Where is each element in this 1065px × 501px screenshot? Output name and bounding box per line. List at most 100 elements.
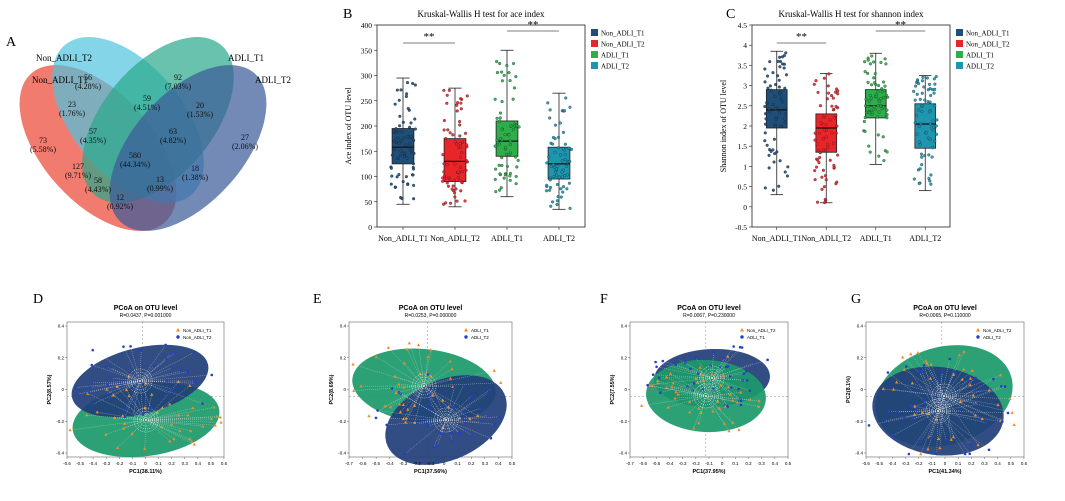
spoke-line — [396, 385, 425, 393]
data-point — [405, 156, 409, 160]
data-point — [974, 403, 977, 406]
data-point — [412, 403, 417, 407]
centroid-ring — [414, 376, 434, 396]
data-point — [456, 176, 460, 180]
spoke-line — [705, 395, 725, 424]
data-point — [914, 407, 917, 411]
data-point — [150, 392, 154, 396]
data-point — [910, 381, 914, 385]
venn-region-percent: (4.51%) — [134, 103, 160, 112]
data-point — [948, 357, 952, 361]
data-point — [555, 199, 559, 203]
data-point — [929, 93, 933, 98]
spoke-line — [943, 370, 973, 397]
data-point — [646, 383, 649, 387]
x-tick-label: -0.7 — [626, 461, 634, 466]
data-point — [502, 176, 506, 180]
y-tick-label: 250 — [361, 97, 373, 106]
data-point — [462, 384, 465, 388]
data-point — [170, 422, 174, 426]
data-point — [151, 371, 155, 374]
legend-marker — [976, 335, 980, 339]
data-point — [512, 86, 516, 90]
data-point — [661, 359, 665, 363]
data-point — [418, 371, 422, 375]
data-point — [676, 357, 679, 361]
data-point — [470, 394, 473, 398]
data-point — [91, 348, 95, 352]
data-point — [767, 153, 771, 157]
spoke-line — [937, 410, 947, 440]
spoke-line — [711, 377, 742, 401]
y-tick-label: -0.2 — [619, 419, 627, 424]
data-point — [820, 175, 824, 179]
data-point — [832, 116, 836, 120]
data-point — [412, 151, 416, 155]
data-point — [392, 129, 396, 133]
data-point — [657, 376, 661, 380]
x-tick-label: 0.4 — [495, 461, 502, 466]
x-tick-label: -0.5 — [652, 461, 660, 466]
spoke-line — [670, 373, 707, 397]
data-point — [765, 143, 769, 147]
data-point — [922, 85, 926, 89]
y-tick-label: 2 — [743, 122, 747, 131]
data-point — [165, 380, 169, 383]
y-tick-label: 50 — [365, 198, 373, 207]
data-point — [931, 119, 935, 123]
data-point — [813, 138, 817, 142]
spoke-line — [943, 395, 1013, 413]
data-point — [121, 414, 125, 418]
centroid-ring — [931, 404, 945, 418]
data-point — [773, 152, 777, 156]
data-point — [831, 141, 835, 145]
y-tick-label: 0.4 — [340, 324, 347, 329]
data-point — [446, 184, 450, 188]
data-point — [503, 133, 507, 137]
data-point — [779, 96, 783, 100]
spoke-line — [702, 375, 707, 397]
x-tick-label: Non_ADLI_T2 — [430, 234, 480, 243]
spoke-line — [937, 410, 961, 412]
data-point — [463, 199, 467, 203]
data-point — [826, 84, 830, 88]
data-point — [820, 187, 824, 191]
panel-letter-g: G — [851, 292, 861, 307]
spoke-line — [116, 386, 147, 421]
x-tick-label: -0.4 — [386, 461, 394, 466]
data-point — [192, 351, 196, 354]
data-point — [730, 386, 733, 389]
spoke-line — [89, 380, 141, 393]
spoke-line — [902, 357, 945, 397]
spoke-line — [695, 378, 707, 397]
x-axis-label: PC1(41.34%) — [928, 469, 961, 475]
data-point — [444, 201, 448, 205]
data-point — [933, 139, 937, 143]
data-point — [555, 173, 559, 177]
significance-label: ** — [796, 31, 807, 43]
data-point — [912, 89, 916, 93]
data-point — [724, 365, 728, 369]
chart-subtitle: R=0.0065, P=0.110000 — [919, 313, 971, 319]
data-point — [505, 164, 509, 168]
spoke-line — [445, 419, 491, 439]
data-point — [700, 373, 704, 377]
data-point — [929, 182, 933, 186]
data-point — [461, 416, 464, 420]
data-point — [984, 421, 988, 425]
data-point — [717, 406, 722, 410]
data-point — [399, 88, 403, 92]
data-point — [405, 92, 409, 96]
data-point — [131, 414, 135, 417]
data-point — [465, 143, 469, 147]
venn-set-adli-t2 — [109, 65, 267, 231]
data-point — [824, 135, 828, 139]
data-point — [782, 62, 786, 66]
significance-label: ** — [895, 19, 906, 31]
spoke-line — [711, 346, 734, 379]
y-tick-label: 0 — [860, 387, 863, 392]
data-point — [952, 370, 956, 374]
data-point — [819, 121, 823, 125]
